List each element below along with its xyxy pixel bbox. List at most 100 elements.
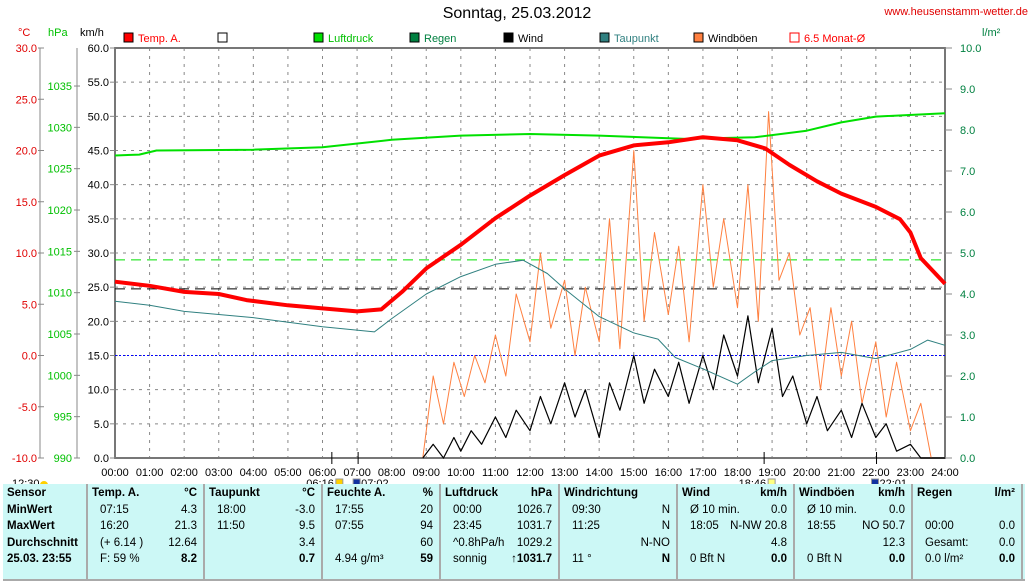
- pressure-tick-label: 1030: [48, 122, 72, 134]
- table-label: Luftdruck: [445, 487, 499, 499]
- legend-label: Taupunkt: [614, 33, 659, 45]
- table-row: 18:55 NO 50.7: [799, 520, 905, 537]
- table-column: Windböen km/h Ø 10 min. 0.0 18:55 NO 50.7 12.3…: [795, 484, 913, 579]
- pressure-tick-label: 1035: [48, 81, 72, 93]
- x-tick-label: 14:00: [585, 467, 613, 479]
- rain-tick-label: 2.0: [960, 371, 975, 383]
- table-row: 00:00 1026.7: [445, 504, 552, 521]
- table-row: 60: [327, 537, 433, 554]
- table-label: Sensor: [7, 487, 46, 499]
- table-label: 07:15: [100, 503, 129, 516]
- table-label: Durchschnitt: [7, 536, 78, 549]
- x-tick-label: 00:00: [101, 467, 129, 479]
- table-value: N: [661, 553, 670, 565]
- wind-tick-label: 5.0: [94, 419, 109, 431]
- table-label: 07:55: [335, 520, 364, 532]
- series-tempa-line: [114, 135, 947, 314]
- legend-label: Windböen: [708, 33, 758, 45]
- x-tick-label: 08:00: [378, 467, 406, 479]
- table-value: 0.7: [299, 553, 315, 565]
- table-value: 4.3: [181, 503, 197, 516]
- wind-tick-label: 0.0: [94, 453, 109, 465]
- rain-tick-label: 4.0: [960, 289, 975, 301]
- table-label: Ø 10 min.: [690, 503, 740, 516]
- table-label: 16:20: [100, 520, 129, 532]
- temp-tick-label: 0.0: [22, 351, 37, 363]
- legend-swatch: [503, 32, 514, 43]
- pressure-tick-label: 990: [54, 453, 72, 465]
- table-row: 17:55 20: [327, 504, 433, 521]
- table-label: Taupunkt: [209, 487, 260, 499]
- table-label: 4.94 g/m³: [335, 553, 384, 565]
- table-label: Feuchte A.: [327, 487, 386, 499]
- table-value: 8.2: [181, 553, 197, 565]
- table-row: 18:05 N-NW 20.8: [682, 520, 787, 537]
- table-value: 3.4: [299, 536, 315, 549]
- table-label: 18:55: [807, 520, 836, 532]
- table-label: [917, 504, 925, 521]
- table-value: ↑1031.7: [511, 553, 552, 565]
- table-row: MinWert: [7, 504, 80, 521]
- pressure-tick-label: 1010: [48, 288, 72, 300]
- table-row: 07:15 4.3: [92, 504, 197, 521]
- table-row: Ø 10 min. 0.0: [799, 504, 905, 521]
- table-row: Sensor: [7, 487, 80, 504]
- table-value: l/m²: [994, 487, 1015, 499]
- legend-swatch: [123, 32, 134, 43]
- legend-swatch: [599, 32, 610, 43]
- table-column: Wind km/h Ø 10 min. 0.0 18:05 N-NW 20.8 4.8 0 B…: [678, 484, 795, 579]
- x-tick-label: 15:00: [620, 467, 648, 479]
- table-value: hPa: [530, 487, 552, 499]
- table-value: N: [661, 520, 670, 532]
- table-row: Durchschnitt: [7, 537, 80, 554]
- table-row: Temp. A. °C: [92, 487, 197, 504]
- table-row: MaxWert: [7, 520, 80, 537]
- rain-tick-label: 6.0: [960, 207, 975, 219]
- table-label: 23:45: [453, 520, 482, 532]
- legend-swatch: [409, 32, 420, 43]
- table-label: 09:30: [572, 503, 601, 516]
- legend-swatch: [789, 32, 800, 43]
- table-label: Wind: [682, 487, 710, 499]
- table-label: [327, 537, 335, 554]
- table-label: Windböen: [799, 487, 855, 499]
- table-row: 18:00 -3.0: [209, 504, 315, 521]
- pressure-tick-label: 1005: [48, 329, 72, 341]
- legend-label: Luftdruck: [328, 33, 374, 45]
- wind-tick-label: 25.0: [88, 282, 109, 294]
- table-value: N: [661, 503, 670, 516]
- table-value: °C: [302, 487, 315, 499]
- wind-tick-label: 35.0: [88, 214, 109, 226]
- chart-title: Sonntag, 25.03.2012: [442, 5, 592, 22]
- temp-tick-label: -5.0: [18, 402, 37, 414]
- website-link[interactable]: www.heusenstamm-wetter.de: [884, 6, 1028, 18]
- table-row: 3.4: [209, 537, 315, 554]
- legend-label: 6.5 Monat-Ø: [804, 33, 866, 45]
- x-tick-label: 05:00: [274, 467, 302, 479]
- table-label: 00:00: [453, 503, 482, 516]
- table-label: 00:00: [925, 520, 954, 532]
- series-windben-line: [422, 111, 945, 459]
- temp-tick-label: 30.0: [16, 43, 37, 55]
- table-value: N-NW 20.8: [730, 520, 787, 532]
- table-label: 11:50: [217, 520, 245, 532]
- table-row: N-NO: [564, 537, 670, 554]
- x-tick-label: 04:00: [240, 467, 268, 479]
- x-tick-label: 17:00: [689, 467, 717, 479]
- table-value: 12.64: [168, 536, 197, 549]
- table-label: 11 °: [572, 553, 592, 565]
- legend-label: Temp. A.: [138, 33, 181, 45]
- table-row: 09:30 N: [564, 504, 670, 521]
- wind-tick-label: 55.0: [88, 77, 109, 89]
- table-label: MaxWert: [7, 520, 55, 532]
- table-label: 0 Bft N: [807, 553, 843, 565]
- table-value: 4.8: [771, 536, 787, 549]
- table-row: 0 Bft N 0.0: [799, 553, 905, 570]
- table-row: Regen l/m²: [917, 487, 1015, 504]
- temp-tick-label: 10.0: [16, 248, 37, 260]
- table-row: F: 59 % 8.2: [92, 553, 197, 570]
- x-tick-label: 23:00: [897, 467, 925, 479]
- legend-swatch: [217, 32, 228, 43]
- wind-tick-label: 40.0: [88, 180, 109, 192]
- table-column: Windrichtung 09:30 N 11:25 N N-NO 11 ° N: [560, 484, 678, 579]
